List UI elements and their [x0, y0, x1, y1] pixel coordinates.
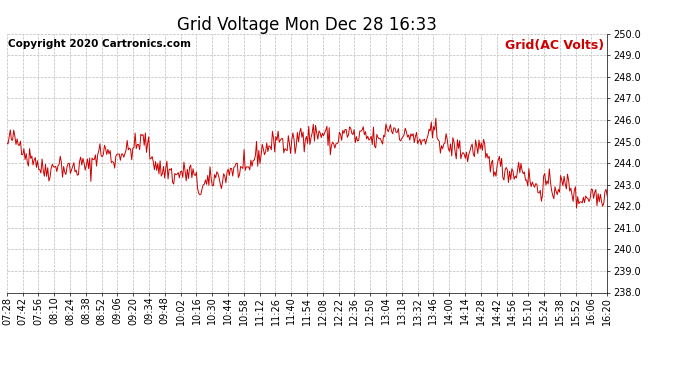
Text: Copyright 2020 Cartronics.com: Copyright 2020 Cartronics.com [8, 39, 191, 49]
Title: Grid Voltage Mon Dec 28 16:33: Grid Voltage Mon Dec 28 16:33 [177, 16, 437, 34]
Text: Grid(AC Volts): Grid(AC Volts) [505, 39, 604, 52]
